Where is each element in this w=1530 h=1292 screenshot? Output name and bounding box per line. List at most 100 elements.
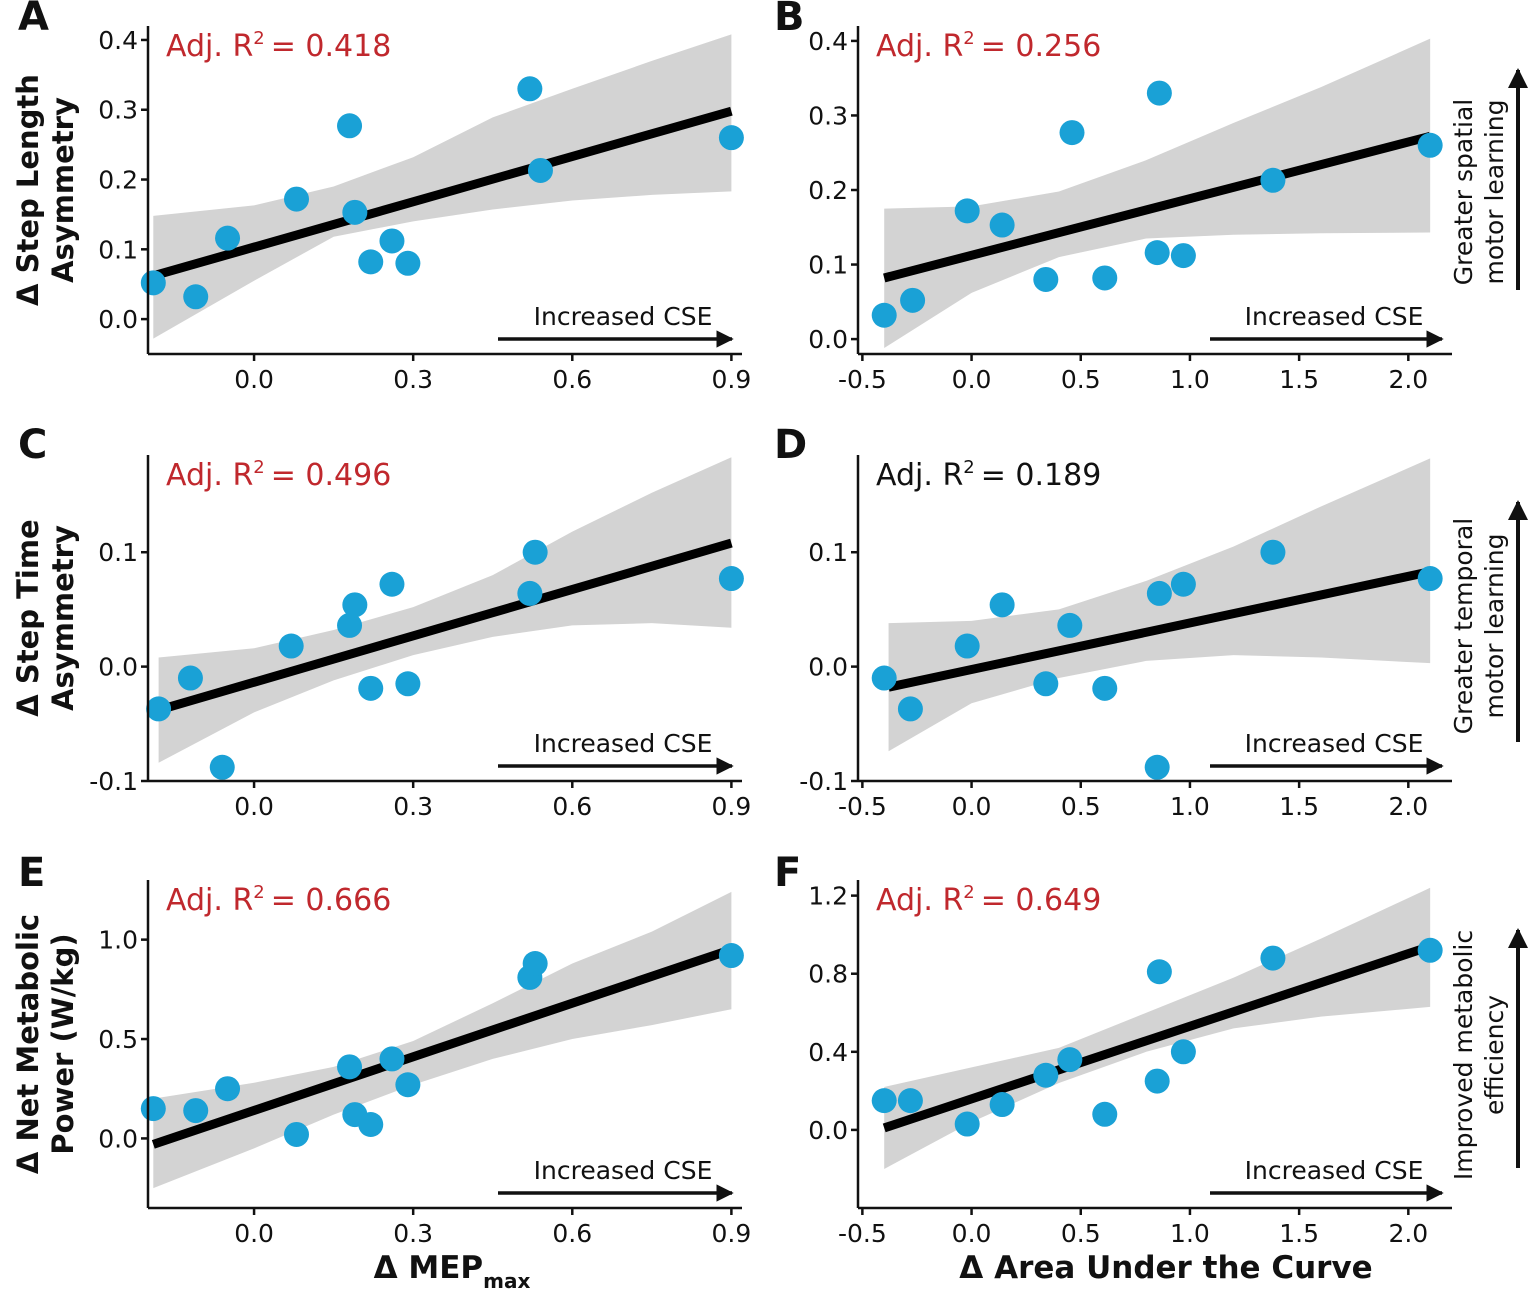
x-tick-label-d-6: 2.0 xyxy=(1388,792,1428,821)
data-point-a-12 xyxy=(718,125,744,151)
data-point-e-2 xyxy=(183,1098,209,1124)
x-tick-label-a-3: 0.6 xyxy=(552,365,592,394)
y-tick-label-f-3: 0.8 xyxy=(808,960,848,989)
data-point-c-12 xyxy=(718,566,744,592)
data-point-c-11 xyxy=(522,539,548,565)
data-point-b-12 xyxy=(1417,132,1443,158)
y-axis-title-e-line2: Power (W/kg) xyxy=(46,933,80,1154)
r2-prefix-f: Adj. R xyxy=(876,883,963,918)
r2-prefix-e: Adj. R xyxy=(166,883,253,918)
r2-value-a: = 0.418 xyxy=(271,29,392,64)
x-tick-label-f-6: 2.0 xyxy=(1388,1219,1428,1248)
y-tick-label-b-3: 0.2 xyxy=(808,176,848,205)
regression-line-d xyxy=(887,567,1432,692)
x-tick-label-f-4: 1.0 xyxy=(1170,1219,1210,1248)
panel-letter-e: E xyxy=(18,850,45,896)
data-point-e-11 xyxy=(522,950,548,976)
y-tick-label-b-1: 0.0 xyxy=(808,325,848,354)
r2-value-d: = 0.189 xyxy=(981,458,1102,493)
r2-superscript-a: 2 xyxy=(253,28,264,49)
side-annotations: Greater spatial motor learning Greater t… xyxy=(1449,68,1528,1180)
side-label-temporal-line1: Greater temporal xyxy=(1449,518,1478,734)
y-tick-label-a-5: 0.4 xyxy=(98,26,138,55)
y-tick-label-a-3: 0.2 xyxy=(98,166,138,195)
data-point-f-8 xyxy=(1144,1068,1170,1094)
data-point-a-5 xyxy=(337,113,363,139)
y-tick-label-f-4: 1.2 xyxy=(808,882,848,911)
y-tick-label-a-1: 0.0 xyxy=(98,305,138,334)
panel-c: C -0.1 0.0 0.1 0.0 0.3 0.6 0.9 Adj. R2 = 0.496 Inc… xyxy=(11,422,751,821)
data-point-d-10 xyxy=(1170,571,1196,597)
regression-line-c xyxy=(157,538,733,715)
x-tick-label-f-1: -0.5 xyxy=(838,1219,887,1248)
data-point-d-4 xyxy=(989,592,1015,618)
r2-prefix-c: Adj. R xyxy=(166,458,253,493)
data-point-d-8 xyxy=(1144,754,1170,780)
r2-value-b: = 0.256 xyxy=(981,29,1102,64)
data-point-b-7 xyxy=(1092,265,1118,291)
confidence-band-f xyxy=(884,887,1431,1169)
panel-letter-f: F xyxy=(774,850,801,896)
y-axis-title-e-line1: Δ Net Metabolic xyxy=(11,914,45,1174)
panel-a: A 0.0 0.1 0.2 0.3 0.4 0.0 0.3 0.6 0.9 Adj. R2 = 0.4… xyxy=(11,0,751,394)
confidence-band-b xyxy=(884,38,1431,349)
r2-superscript-c: 2 xyxy=(253,457,264,478)
y-tick-label-b-2: 0.1 xyxy=(808,251,848,280)
y-axis-title-a-line1: Δ Step Length xyxy=(11,74,45,306)
data-point-d-6 xyxy=(1057,612,1083,638)
x-tick-label-f-5: 1.5 xyxy=(1279,1219,1319,1248)
data-point-f-6 xyxy=(1057,1047,1083,1073)
regression-line-a xyxy=(152,106,733,281)
y-axis-title-c-line1: Δ Step Time xyxy=(11,519,45,716)
data-point-f-1 xyxy=(871,1088,897,1114)
y-tick-label-b-4: 0.3 xyxy=(808,101,848,130)
y-tick-label-f-1: 0.0 xyxy=(808,1116,848,1145)
cse-label-e: Increased CSE xyxy=(534,1156,713,1185)
data-point-c-10 xyxy=(517,580,543,606)
x-tick-label-e-1: 0.0 xyxy=(234,1219,274,1248)
data-point-c-1 xyxy=(146,696,172,722)
x-tick-label-b-2: 0.0 xyxy=(952,365,992,394)
side-label-spatial-line1: Greater spatial xyxy=(1449,99,1478,285)
data-point-c-6 xyxy=(342,592,368,618)
x-tick-label-b-5: 1.5 xyxy=(1279,365,1319,394)
data-point-e-3 xyxy=(215,1076,241,1102)
data-point-b-8 xyxy=(1144,240,1170,266)
confidence-band-a xyxy=(153,34,732,339)
x-tick-label-b-4: 1.0 xyxy=(1170,365,1210,394)
r2-label-c: Adj. R2 = 0.496 xyxy=(166,457,391,493)
data-point-b-10 xyxy=(1170,243,1196,269)
data-point-a-9 xyxy=(395,250,421,276)
x-axis-title-mep-subscript: max xyxy=(483,1269,530,1292)
data-point-e-5 xyxy=(337,1054,363,1080)
data-point-b-11 xyxy=(1260,167,1286,193)
data-point-b-6 xyxy=(1059,120,1085,146)
r2-label-a: Adj. R2 = 0.418 xyxy=(166,28,391,64)
data-point-e-7 xyxy=(358,1112,384,1138)
x-tick-label-e-3: 0.6 xyxy=(552,1219,592,1248)
r2-prefix-a: Adj. R xyxy=(166,29,253,64)
x-tick-label-e-2: 0.3 xyxy=(393,1219,433,1248)
x-tick-label-f-3: 0.5 xyxy=(1061,1219,1101,1248)
data-point-a-10 xyxy=(517,76,543,102)
panel-letter-c: C xyxy=(18,422,47,468)
r2-prefix-b: Adj. R xyxy=(876,29,963,64)
panel-d: D -0.1 0.0 0.1 -0.5 0.0 0.5 1.0 1.5 2.0 Adj. R2 = 0… xyxy=(774,422,1452,821)
data-point-e-1 xyxy=(140,1096,166,1122)
data-point-d-12 xyxy=(1417,566,1443,592)
data-point-d-1 xyxy=(871,665,897,691)
data-point-c-8 xyxy=(379,571,405,597)
data-point-e-9 xyxy=(395,1072,421,1098)
side-annotation-temporal: Greater temporal motor learning xyxy=(1449,500,1528,742)
data-point-c-3 xyxy=(209,754,235,780)
confidence-band-e xyxy=(153,891,732,1189)
y-tick-label-d-3: 0.1 xyxy=(808,538,848,567)
x-axis-titles: Δ MEPmax Δ Area Under the Curve xyxy=(374,1250,1373,1292)
x-tick-label-d-4: 1.0 xyxy=(1170,792,1210,821)
y-tick-label-e-1: 0.0 xyxy=(98,1124,138,1153)
data-point-c-2 xyxy=(177,665,203,691)
data-point-a-11 xyxy=(527,157,553,183)
x-tick-label-f-2: 0.0 xyxy=(952,1219,992,1248)
